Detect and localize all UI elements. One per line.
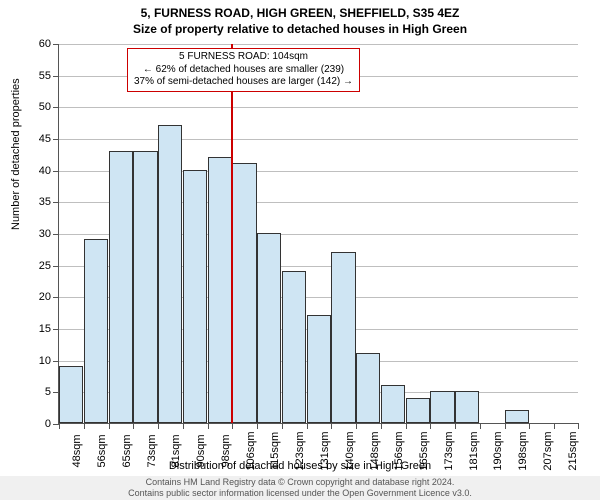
- y-tick-label: 45: [39, 133, 51, 145]
- x-tick: [109, 423, 110, 429]
- grid-line: [59, 44, 578, 45]
- histogram-bar: [430, 391, 454, 423]
- y-tick: [53, 171, 59, 172]
- footer-line2: Contains public sector information licen…: [0, 488, 600, 498]
- title-main: 5, FURNESS ROAD, HIGH GREEN, SHEFFIELD, …: [0, 0, 600, 22]
- x-tick: [183, 423, 184, 429]
- histogram-bar: [59, 366, 83, 423]
- y-tick: [53, 266, 59, 267]
- x-tick: [307, 423, 308, 429]
- x-tick: [158, 423, 159, 429]
- y-tick: [53, 361, 59, 362]
- y-tick-label: 10: [39, 355, 51, 367]
- y-tick: [53, 329, 59, 330]
- y-tick-label: 5: [45, 386, 51, 398]
- x-tick: [578, 423, 579, 429]
- x-tick: [554, 423, 555, 429]
- reference-line: [231, 44, 233, 423]
- histogram-bar: [455, 391, 479, 423]
- annotation-line2: ← 62% of detached houses are smaller (23…: [134, 64, 353, 77]
- x-tick: [331, 423, 332, 429]
- x-tick: [455, 423, 456, 429]
- histogram-bar: [208, 157, 232, 423]
- histogram-bar: [183, 170, 207, 423]
- y-tick-label: 0: [45, 418, 51, 430]
- grid-line: [59, 107, 578, 108]
- x-tick: [232, 423, 233, 429]
- y-tick: [53, 44, 59, 45]
- x-tick: [505, 423, 506, 429]
- x-tick: [356, 423, 357, 429]
- histogram-bar: [133, 151, 157, 423]
- x-tick: [282, 423, 283, 429]
- chart-area: 05101520253035404550556048sqm56sqm65sqm7…: [58, 44, 578, 424]
- histogram-bar: [84, 239, 108, 423]
- x-tick: [84, 423, 85, 429]
- title-sub: Size of property relative to detached ho…: [0, 22, 600, 38]
- y-tick: [53, 107, 59, 108]
- histogram-bar: [406, 398, 430, 423]
- x-axis-title: Distribution of detached houses by size …: [0, 460, 600, 472]
- histogram-bar: [307, 315, 331, 423]
- y-tick-label: 35: [39, 196, 51, 208]
- y-tick-label: 40: [39, 165, 51, 177]
- x-tick: [257, 423, 258, 429]
- histogram-bar: [505, 410, 529, 423]
- histogram-bar: [282, 271, 306, 423]
- x-tick: [59, 423, 60, 429]
- x-tick: [480, 423, 481, 429]
- y-tick: [53, 234, 59, 235]
- y-tick-label: 20: [39, 291, 51, 303]
- y-tick: [53, 297, 59, 298]
- y-tick-label: 60: [39, 38, 51, 50]
- y-tick-label: 30: [39, 228, 51, 240]
- x-tick: [208, 423, 209, 429]
- histogram-bar: [232, 163, 256, 423]
- grid-line: [59, 139, 578, 140]
- histogram-bar: [109, 151, 133, 423]
- y-tick-label: 25: [39, 260, 51, 272]
- y-tick-label: 50: [39, 101, 51, 113]
- y-tick: [53, 76, 59, 77]
- annotation-line1: 5 FURNESS ROAD: 104sqm: [134, 51, 353, 64]
- footer-line1: Contains HM Land Registry data © Crown c…: [0, 477, 600, 487]
- histogram-bar: [356, 353, 380, 423]
- y-axis-title: Number of detached properties: [10, 78, 22, 230]
- histogram-bar: [158, 125, 182, 423]
- histogram-bar: [381, 385, 405, 423]
- y-tick: [53, 202, 59, 203]
- x-tick: [430, 423, 431, 429]
- histogram-bar: [331, 252, 355, 423]
- y-tick-label: 15: [39, 323, 51, 335]
- y-tick-label: 55: [39, 70, 51, 82]
- y-tick: [53, 139, 59, 140]
- histogram-bar: [257, 233, 281, 423]
- x-tick: [381, 423, 382, 429]
- x-tick: [406, 423, 407, 429]
- footer: Contains HM Land Registry data © Crown c…: [0, 476, 600, 500]
- annotation-line3: 37% of semi-detached houses are larger (…: [134, 76, 353, 89]
- x-tick: [529, 423, 530, 429]
- annotation-box: 5 FURNESS ROAD: 104sqm ← 62% of detached…: [127, 48, 360, 92]
- x-tick: [133, 423, 134, 429]
